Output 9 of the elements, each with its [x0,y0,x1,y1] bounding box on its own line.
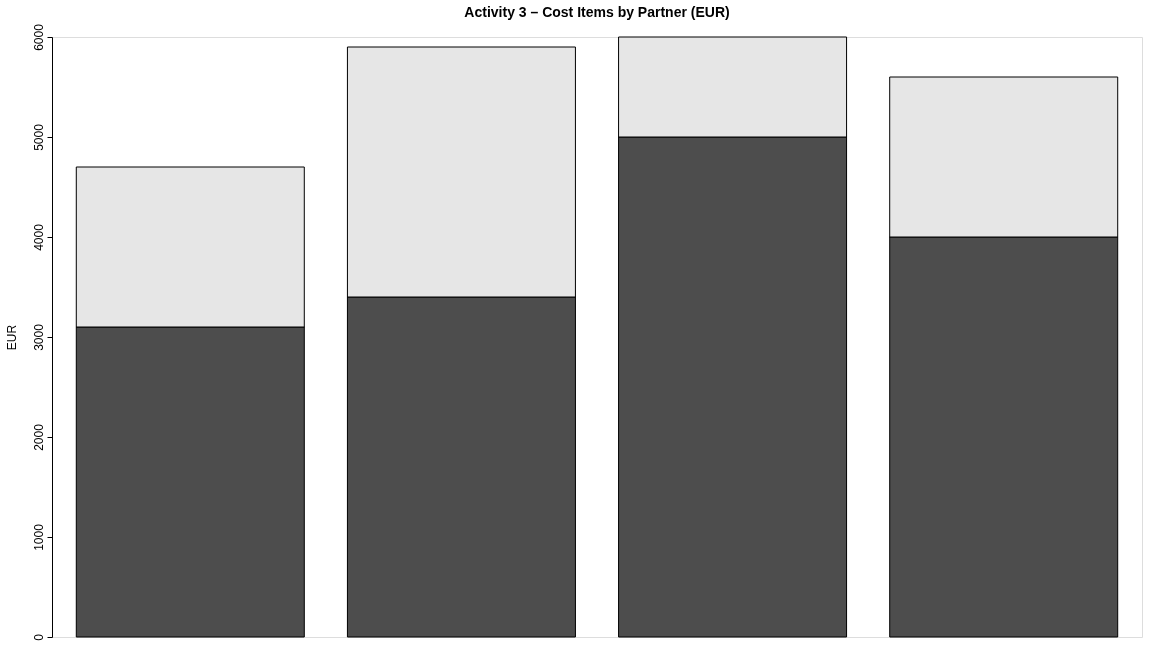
chart-title: Activity 3 – Cost Items by Partner (EUR) [464,3,730,20]
y-tick-label: 0 [31,633,46,641]
y-tick-label: 5000 [31,123,46,151]
y-tick-label: 6000 [31,23,46,51]
y-tick-label: 1000 [31,523,46,551]
y-tick-label: 3000 [31,323,46,351]
y-tick-label: 4000 [31,223,46,251]
y-tick-label: 2000 [31,423,46,451]
y-axis-title: EUR [4,324,19,351]
